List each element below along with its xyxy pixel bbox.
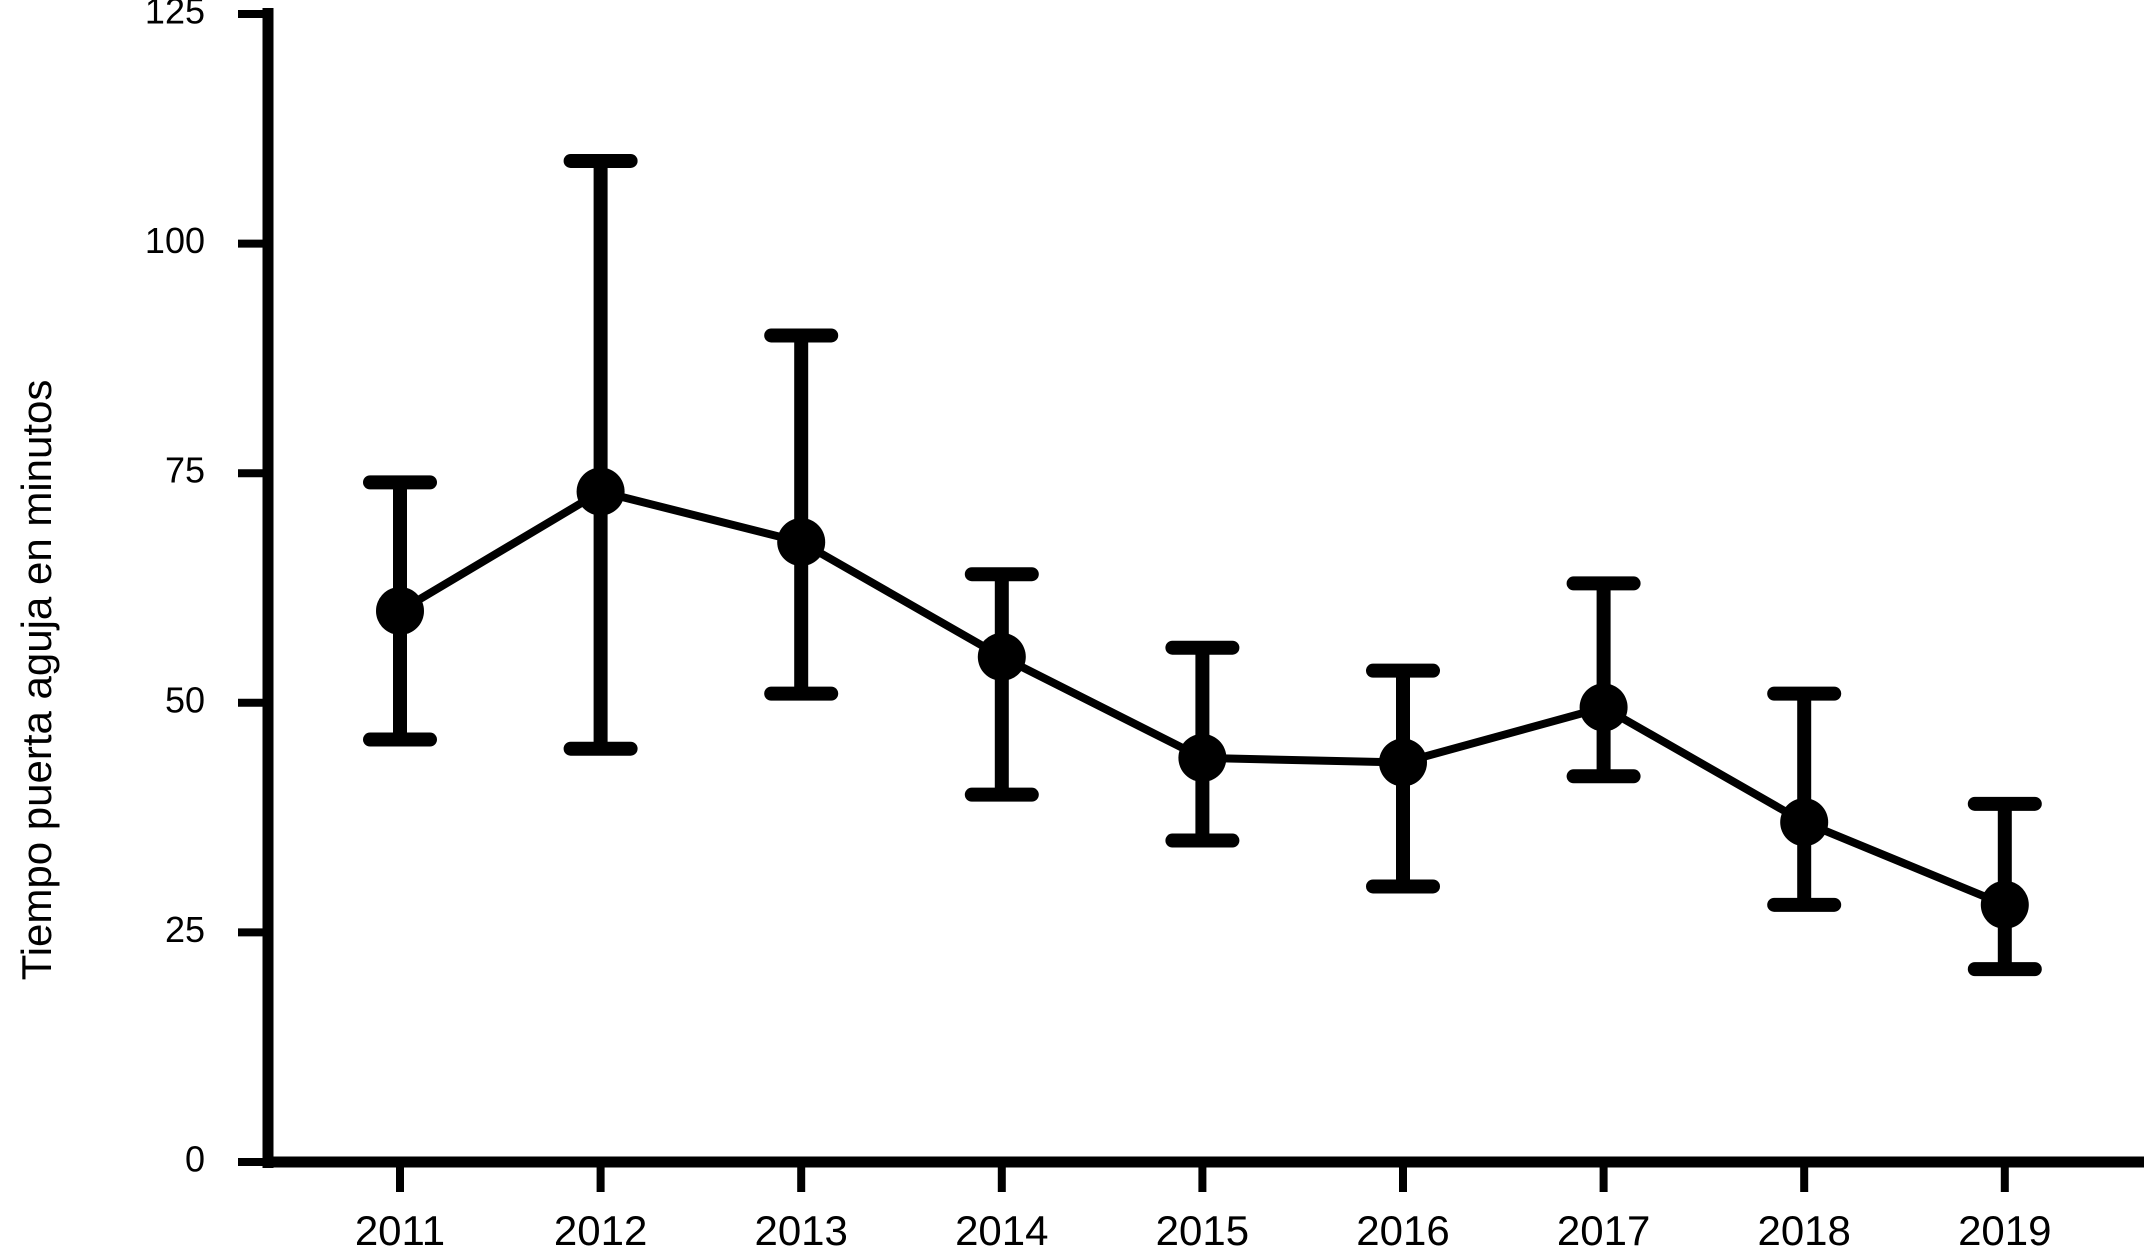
y-tick-label: 50 [165,679,205,720]
data-point [1980,880,2029,929]
y-axis-label: Tiempo puerta aguja en minutos [13,380,60,981]
y-tick-label: 100 [145,220,205,261]
y-tick-label: 75 [165,450,205,491]
data-point [1579,683,1628,732]
y-tick-label: 25 [165,909,205,950]
x-tick-label: 2011 [355,1207,445,1254]
x-tick-label: 2017 [1557,1207,1650,1254]
data-point [777,518,826,567]
data-point [576,467,625,516]
y-tick-label: 0 [185,1139,205,1180]
x-tick-label: 2015 [1156,1207,1249,1254]
x-tick-label: 2016 [1356,1207,1449,1254]
x-tick-label: 2013 [754,1207,847,1254]
x-tick-label: 2012 [554,1207,647,1254]
data-point [977,632,1026,681]
x-tick-label: 2014 [955,1207,1048,1254]
x-tick-label: 2019 [1958,1207,2051,1254]
data-point [1780,798,1829,847]
data-point [376,586,424,635]
data-point [1178,733,1227,782]
data-point [1379,738,1427,787]
x-tick-label: 2018 [1757,1207,1850,1254]
y-tick-label: 125 [145,0,205,32]
